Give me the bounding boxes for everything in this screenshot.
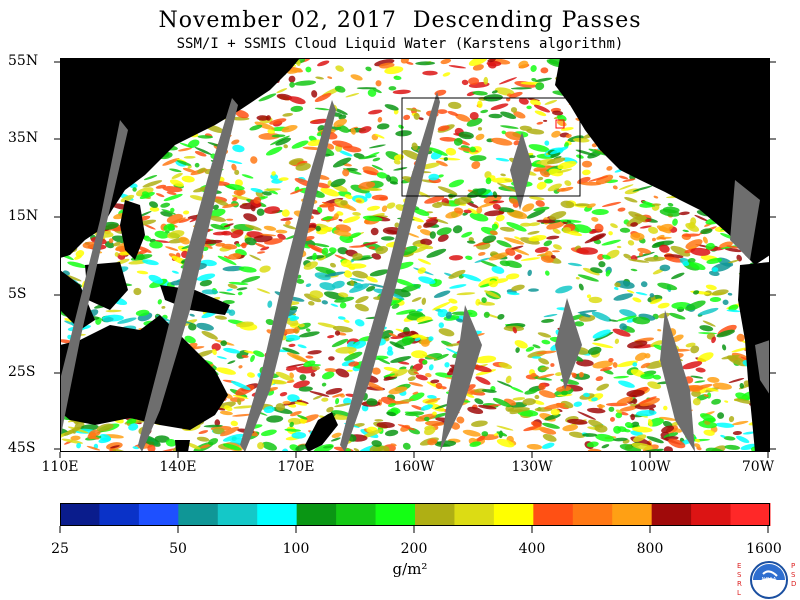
colorbar-label-100: 100 <box>282 541 310 557</box>
region-box <box>401 97 581 197</box>
colorbar-swatch <box>533 503 574 526</box>
swath-gap-5 <box>510 132 532 210</box>
colorbar-swatch <box>493 503 534 526</box>
colorbar-swatch <box>257 503 298 526</box>
colorbar-swatch <box>691 503 732 526</box>
lat-label-15n: 15N <box>8 208 39 224</box>
colorbar-label-50: 50 <box>169 541 187 557</box>
swath-gap-2 <box>138 98 238 452</box>
map-title: November 02, 2017 Descending Passes <box>158 8 642 33</box>
colorbar-label-400: 400 <box>518 541 546 557</box>
colorbar-swatch <box>178 503 219 526</box>
colorbar-swatch <box>572 503 613 526</box>
swath-gap-6 <box>440 305 482 452</box>
colorbar-swatch <box>651 503 692 526</box>
australia-landmass <box>60 315 228 430</box>
colorbar-swatch <box>415 503 455 526</box>
lon-label-110e: 110E <box>41 459 79 475</box>
lon-label-100w: 100W <box>629 459 671 475</box>
colorbar-label-200: 200 <box>400 541 428 557</box>
colorbar-swatch <box>612 503 653 526</box>
colorbar-frame <box>60 503 770 526</box>
colorbar-swatch <box>99 503 140 526</box>
lon-label-140e: 140E <box>159 459 197 475</box>
lon-label-70w: 70W <box>741 459 775 475</box>
japan-landmass <box>195 75 245 130</box>
lat-label-5s: 5S <box>8 286 27 302</box>
lat-label-45s: 45S <box>8 440 36 456</box>
colorbar <box>60 503 771 526</box>
colorbar-label-800: 800 <box>636 541 664 557</box>
tasmania-landmass <box>175 440 190 452</box>
new-zealand-landmass <box>305 412 338 452</box>
colorbar-swatch <box>375 503 416 526</box>
colorbar-label-1600: 1600 <box>746 541 782 557</box>
lat-label-35n: 35N <box>8 130 39 146</box>
swath-gap-10 <box>755 340 770 395</box>
colorbar-swatch <box>296 503 337 526</box>
lon-label-170e: 170E <box>277 459 315 475</box>
asia-landmass <box>60 58 300 258</box>
no-data-swath-gaps <box>60 92 770 452</box>
map-frame <box>60 58 770 452</box>
north-america-landmass <box>555 58 770 265</box>
longitude-ticks <box>59 452 769 458</box>
colorbar-swatch <box>217 503 258 526</box>
colorbar-swatch <box>138 503 179 526</box>
swath-gap-1 <box>60 120 128 440</box>
swath-gap-3 <box>240 100 336 452</box>
swath-gap-8 <box>660 310 695 452</box>
colorbar-swatch <box>730 503 771 526</box>
colorbar-swatch <box>336 503 377 526</box>
colorbar-swatch <box>454 503 495 526</box>
sumatra-landmass <box>60 270 95 330</box>
lat-label-55n: 55N <box>8 53 39 69</box>
map-subtitle: SSM/I + SSMIS Cloud Liquid Water (Karste… <box>176 36 624 52</box>
lat-label-25s: 25S <box>8 364 36 380</box>
noaa-logo: NOAA <box>750 561 788 599</box>
noaa-logo-text: NOAA <box>762 577 777 583</box>
borneo-landmass <box>85 262 128 310</box>
philippines-landmass <box>120 200 145 260</box>
lon-label-160w: 160W <box>393 459 435 475</box>
colorbar-label-25: 25 <box>51 541 69 557</box>
swath-gap-9 <box>730 180 760 260</box>
swath-gap-7 <box>555 298 582 390</box>
south-america-landmass <box>738 262 770 452</box>
colorbar-ticks <box>59 526 769 533</box>
colorbar-swatch <box>60 503 100 526</box>
lon-label-130w: 130W <box>511 459 553 475</box>
colorbar-units: g/m² <box>392 560 428 578</box>
marker-box <box>555 119 565 129</box>
latitude-ticks <box>54 61 776 450</box>
swath-gap-4 <box>340 92 440 452</box>
